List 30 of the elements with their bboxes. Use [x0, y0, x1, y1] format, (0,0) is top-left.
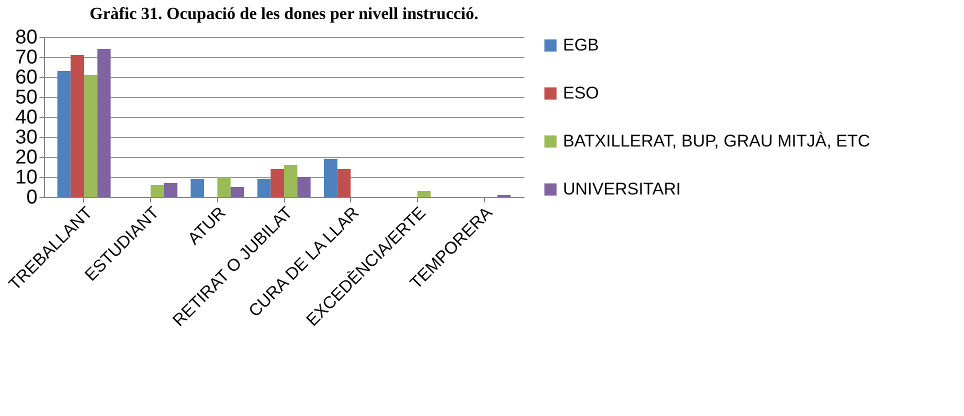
bar	[230, 187, 244, 197]
bar	[57, 71, 71, 197]
bar	[324, 159, 338, 197]
bar	[97, 49, 111, 197]
y-tick-label: 80	[15, 26, 38, 48]
chart-title: Gràfic 31. Ocupació de les dones per nivell instrucció.	[90, 4, 478, 23]
bar	[190, 179, 204, 197]
y-tick-label: 50	[15, 86, 38, 108]
legend-label: EGB	[563, 36, 599, 54]
legend-label: BATXILLERAT, BUP, GRAU MITJÀ, ETC	[563, 132, 870, 150]
legend-label: ESO	[563, 84, 599, 102]
bar	[337, 169, 351, 197]
bar	[417, 191, 431, 197]
y-tick-label: 0	[26, 186, 38, 208]
bar	[150, 185, 164, 197]
y-tick-label: 30	[15, 126, 38, 148]
bar	[270, 169, 284, 197]
bar	[257, 179, 271, 197]
y-tick-label: 20	[15, 146, 38, 168]
bar	[84, 75, 98, 197]
bar	[217, 177, 231, 197]
bar	[70, 55, 84, 197]
y-tick-label: 40	[15, 106, 38, 128]
y-tick-label: 70	[15, 46, 38, 68]
legend-label: UNIVERSITARI	[563, 180, 681, 198]
bar	[284, 165, 298, 197]
bar	[297, 177, 311, 197]
y-tick-label: 60	[15, 66, 38, 88]
bar	[164, 183, 178, 197]
y-tick-label: 10	[15, 166, 38, 188]
